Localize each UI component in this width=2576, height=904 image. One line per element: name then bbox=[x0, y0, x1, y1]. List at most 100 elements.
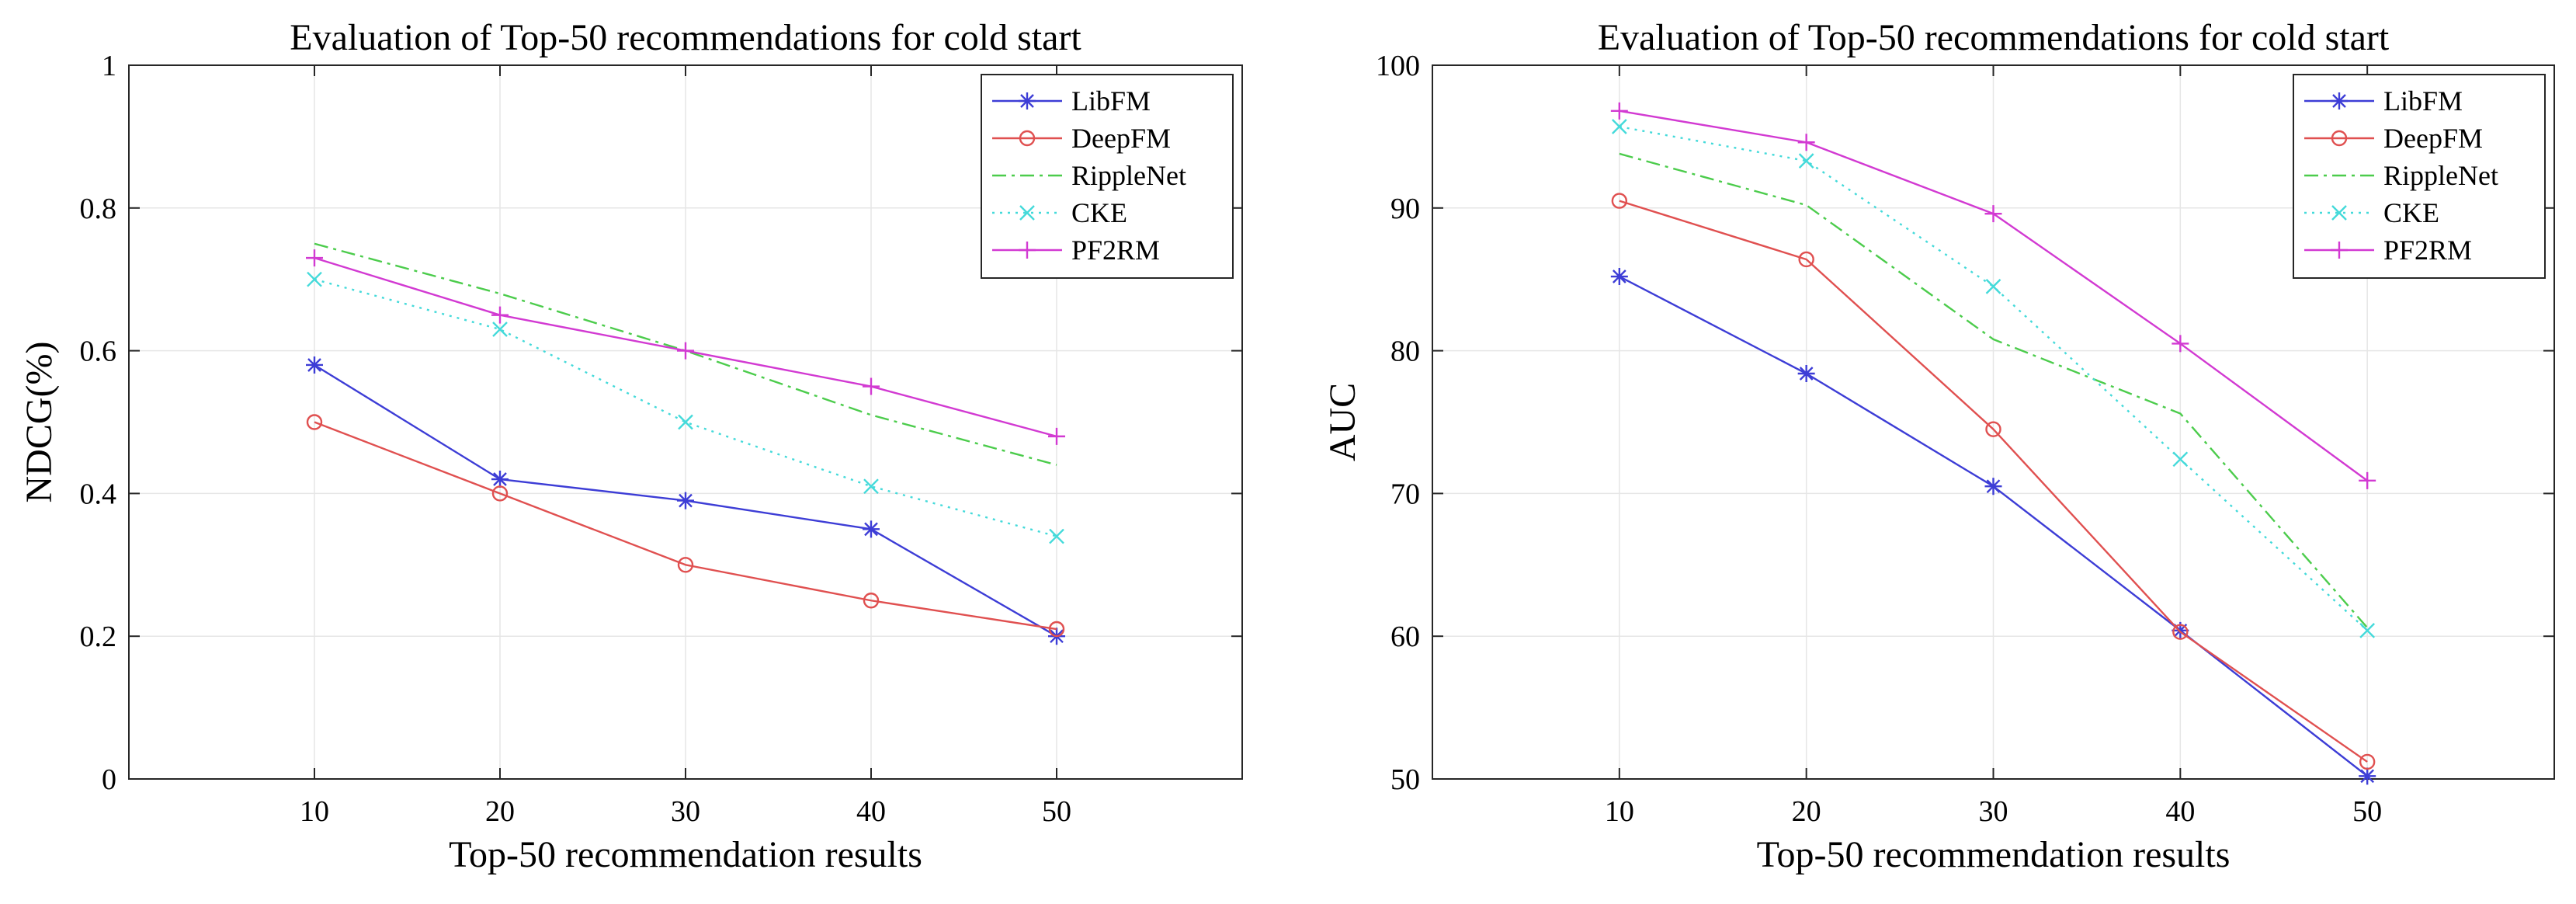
legend-marker-shape bbox=[2331, 92, 2348, 110]
data-point-deepfm bbox=[863, 593, 880, 609]
y-tick-label: 1 bbox=[102, 50, 116, 82]
y-tick-label: 60 bbox=[1390, 621, 1420, 653]
chart-title: Evaluation of Top-50 recommendations for… bbox=[290, 17, 1081, 58]
series-ripplenet bbox=[1619, 152, 2369, 628]
data-point-cke bbox=[492, 322, 508, 337]
series-deepfm bbox=[1611, 193, 2376, 770]
data-point-deepfm bbox=[1611, 193, 1628, 209]
legend-marker bbox=[2331, 205, 2347, 221]
data-point-cke bbox=[1049, 528, 1064, 544]
data-point-deepfm bbox=[2359, 753, 2376, 770]
y-tick-label: 90 bbox=[1390, 193, 1420, 225]
data-point-cke bbox=[307, 271, 322, 287]
series-pf2rm bbox=[1610, 102, 2376, 489]
data-point-libfm-shape bbox=[2172, 621, 2189, 639]
data-point-deepfm-shape bbox=[2172, 624, 2189, 640]
series-cke bbox=[1611, 119, 2376, 638]
series-line-ripplenet bbox=[1619, 152, 2369, 628]
legend-label: LibFM bbox=[2383, 85, 2463, 116]
x-tick-label: 20 bbox=[485, 795, 515, 828]
chart-title: Evaluation of Top-50 recommendations for… bbox=[1598, 17, 2390, 58]
x-tick-label: 40 bbox=[856, 795, 886, 828]
data-point-pf2rm bbox=[1984, 205, 2002, 223]
x-axis-label: Top-50 recommendation results bbox=[1757, 834, 2231, 875]
data-point-deepfm-shape bbox=[1798, 251, 1814, 268]
y-tick-label: 0.4 bbox=[80, 478, 117, 510]
data-point-libfm-shape bbox=[306, 356, 323, 374]
data-point-libfm-shape bbox=[491, 471, 509, 489]
legend-label: PF2RM bbox=[1071, 235, 1160, 266]
data-point-libfm bbox=[1984, 478, 2002, 495]
legend-marker bbox=[2331, 130, 2348, 147]
y-axis-label: AUC bbox=[1322, 383, 1363, 461]
legend-label: LibFM bbox=[1071, 85, 1151, 116]
x-tick-label: 50 bbox=[2352, 795, 2382, 828]
data-point-libfm bbox=[1610, 268, 1628, 286]
series-deepfm bbox=[306, 414, 1065, 638]
data-point-cke-shape bbox=[863, 478, 879, 495]
data-point-libfm bbox=[2172, 621, 2189, 639]
data-point-deepfm-shape bbox=[863, 593, 880, 609]
data-point-deepfm-shape bbox=[306, 414, 323, 430]
legend-item: PF2RM bbox=[992, 235, 1160, 266]
data-point-pf2rm-shape bbox=[2359, 471, 2376, 489]
series-line-cke bbox=[314, 278, 1057, 537]
series-ripplenet bbox=[314, 242, 1057, 466]
data-point-pf2rm-shape bbox=[1797, 134, 1815, 151]
legend-marker bbox=[2331, 242, 2348, 259]
legend-item: CKE bbox=[992, 197, 1127, 228]
data-point-deepfm-shape bbox=[677, 557, 694, 573]
data-point-pf2rm bbox=[1610, 102, 1628, 120]
x-axis-label: Top-50 recommendation results bbox=[449, 834, 922, 875]
legend-item: RippleNet bbox=[992, 160, 1186, 191]
data-point-libfm bbox=[1797, 365, 1815, 383]
legend-label: PF2RM bbox=[2383, 235, 2472, 266]
data-point-libfm bbox=[491, 471, 509, 489]
data-point-libfm-shape bbox=[677, 492, 694, 509]
data-point-cke bbox=[863, 478, 879, 495]
data-point-cke bbox=[1985, 279, 2001, 294]
legend-marker bbox=[1019, 92, 1036, 110]
data-point-deepfm-shape bbox=[1048, 621, 1065, 638]
data-point-cke-shape bbox=[1985, 279, 2001, 294]
data-point-pf2rm-shape bbox=[2172, 335, 2189, 353]
data-point-deepfm bbox=[677, 557, 694, 573]
legend-marker-shape bbox=[2331, 130, 2348, 147]
data-point-cke-shape bbox=[1611, 119, 1627, 134]
legend-item: PF2RM bbox=[2304, 235, 2472, 266]
data-point-pf2rm-shape bbox=[677, 342, 694, 360]
data-point-libfm-shape bbox=[863, 520, 880, 538]
y-tick-label: 0.8 bbox=[80, 193, 117, 225]
legend-marker-shape bbox=[2331, 205, 2347, 221]
series-line-deepfm bbox=[1619, 200, 2368, 763]
legend-marker bbox=[2331, 92, 2348, 110]
legend-item: DeepFM bbox=[992, 123, 1171, 154]
legend-label: RippleNet bbox=[1071, 160, 1186, 191]
legend: LibFM DeepFM RippleNet CKE PF2RM bbox=[981, 74, 1234, 279]
data-point-pf2rm-shape bbox=[1984, 205, 2002, 223]
legend-label: CKE bbox=[2383, 197, 2439, 228]
data-point-cke bbox=[2359, 622, 2376, 638]
legend-label: DeepFM bbox=[1071, 123, 1171, 154]
data-point-cke-shape bbox=[1049, 528, 1064, 544]
data-point-pf2rm-shape bbox=[1048, 427, 1065, 445]
y-axis: 0 0.2 0.4 0.6 0.8 1 bbox=[80, 50, 1242, 796]
y-tick-label: 0.2 bbox=[80, 621, 117, 653]
y-axis: 50 60 70 80 90 100 bbox=[1376, 50, 2554, 796]
legend-marker-shape bbox=[1019, 205, 1035, 221]
x-tick-label: 10 bbox=[300, 795, 329, 828]
data-point-pf2rm-shape bbox=[491, 306, 509, 324]
series-libfm bbox=[1610, 268, 2376, 785]
x-tick-label: 40 bbox=[2165, 795, 2195, 828]
data-point-deepfm-shape bbox=[491, 485, 509, 502]
x-tick-label: 10 bbox=[1605, 795, 1634, 828]
legend-marker-shape bbox=[2331, 242, 2348, 259]
legend-item: RippleNet bbox=[2304, 160, 2498, 191]
x-axis: 10 20 30 40 50 bbox=[1605, 65, 2382, 828]
legend-marker bbox=[1019, 130, 1036, 147]
data-point-cke-shape bbox=[307, 271, 322, 287]
data-point-libfm bbox=[2359, 767, 2376, 785]
legend-item: LibFM bbox=[992, 85, 1151, 116]
y-tick-label: 0 bbox=[102, 763, 116, 796]
